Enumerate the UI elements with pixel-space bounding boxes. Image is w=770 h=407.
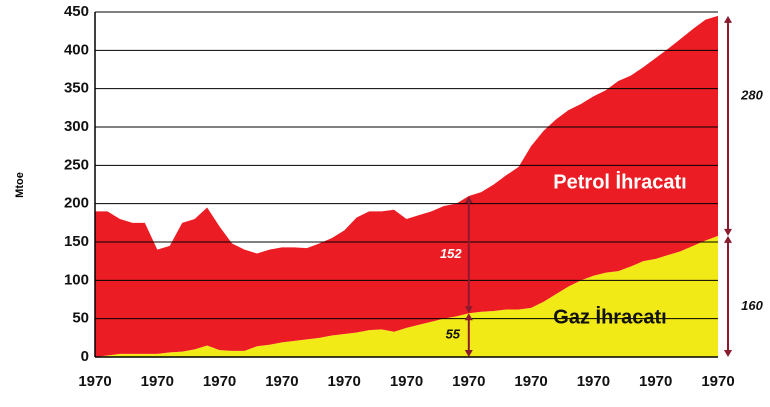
x-tick-label: 1970 <box>701 373 734 390</box>
y-tick-label: 250 <box>64 156 89 173</box>
series-label: Gaz İhracatı <box>553 305 666 328</box>
y-tick-label: 200 <box>64 195 89 212</box>
arrow-head <box>724 350 732 357</box>
y-axis-label: Mtoe <box>14 172 26 198</box>
annotation: 280 <box>740 87 763 102</box>
x-tick-label: 1970 <box>452 373 485 390</box>
y-tick-label: 450 <box>64 3 89 20</box>
arrow-head <box>464 313 473 321</box>
y-tick-label: 150 <box>64 233 89 250</box>
x-tick-label: 1970 <box>639 373 672 390</box>
arrow-head <box>464 350 473 357</box>
annotation: 160 <box>741 298 763 313</box>
y-tick-label: 400 <box>64 41 89 58</box>
x-tick-label: 1970 <box>514 373 547 390</box>
x-tick-label: 1970 <box>577 373 610 390</box>
area <box>95 235 718 357</box>
x-tick-label: 1970 <box>265 373 298 390</box>
x-tick-label: 1970 <box>203 373 236 390</box>
arrow-head <box>724 235 732 243</box>
y-tick-label: 0 <box>81 348 89 365</box>
x-tick-label: 1970 <box>328 373 361 390</box>
area <box>95 15 718 357</box>
y-tick-label: 350 <box>64 80 89 97</box>
arrow-head <box>724 15 732 23</box>
arrow-head <box>464 196 473 203</box>
x-tick-label: 1970 <box>141 373 174 390</box>
annotation: 55 <box>446 327 461 342</box>
arrow-head <box>464 306 473 314</box>
y-tick-label: 300 <box>64 118 89 135</box>
y-tick-label: 50 <box>72 310 89 327</box>
x-tick-label: 1970 <box>390 373 423 390</box>
y-tick-label: 100 <box>64 271 89 288</box>
x-tick-label: 1970 <box>78 373 111 390</box>
arrow-head <box>724 228 732 236</box>
annotation: 152 <box>440 246 462 261</box>
series-label: Petrol İhracatı <box>553 170 686 193</box>
